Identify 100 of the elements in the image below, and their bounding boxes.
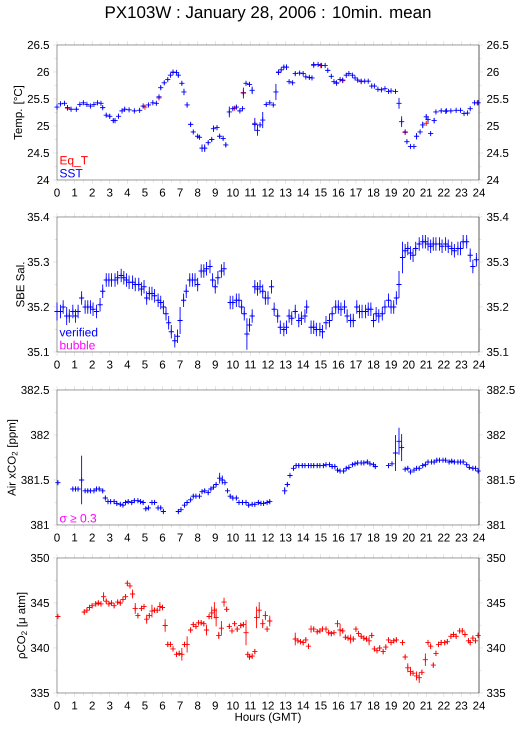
- x-tick-label: 6: [160, 534, 166, 542]
- x-tick-label: 10: [227, 188, 239, 197]
- x-tick-label: 2: [90, 534, 95, 542]
- x-tick-label: 4: [124, 702, 130, 710]
- x-tick-label: 11: [245, 360, 256, 368]
- x-tick-label: 7: [177, 188, 183, 196]
- y-axis-title: SBE Sal.: [16, 262, 24, 307]
- x-tick-label: 13: [280, 360, 292, 369]
- y2-tick-label: 24.5: [487, 148, 508, 158]
- y-axis-title: ρCO$_{2}$ [μ atm]: [16, 592, 28, 658]
- x-tick-label: 5: [142, 702, 148, 710]
- y-tick-label: 382: [30, 430, 49, 440]
- x-axis-title: Hours (GMT): [236, 712, 301, 724]
- x-tick-label: 18: [368, 702, 380, 710]
- x-tick-label: 0: [54, 360, 60, 369]
- x-tick-label: 1: [72, 702, 78, 710]
- x-tick-label: 14: [298, 534, 310, 542]
- x-tick-label: 22: [438, 188, 450, 197]
- y-tick-label: 24.5: [28, 148, 49, 158]
- x-tick-label: 24: [473, 534, 486, 542]
- x-tick-label: 16: [332, 360, 344, 369]
- y-tick-label: 381: [30, 520, 49, 530]
- x-tick-label: 15: [315, 360, 327, 368]
- x-tick-label: 15: [315, 534, 327, 542]
- y-tick-label: 35.3: [28, 258, 49, 266]
- y2-tick-label: 35.4: [486, 212, 508, 222]
- x-tick-label: 8: [194, 360, 200, 369]
- y2-tick-label: 25.5: [487, 94, 508, 104]
- x-tick-label: 9: [212, 702, 218, 710]
- x-tick-label: 17: [350, 360, 362, 368]
- x-tick-label: 19: [386, 534, 397, 542]
- y2-tick-label: 24: [487, 176, 499, 184]
- x-tick-label: 0: [54, 188, 60, 197]
- x-tick-label: 24: [473, 360, 486, 369]
- y-axis-title: Temp. [°C]: [14, 86, 24, 140]
- x-tick-label: 18: [368, 534, 380, 542]
- x-tick-label: 7: [177, 360, 183, 368]
- x-tick-label: 20: [402, 188, 415, 197]
- x-tick-label: 23: [456, 360, 468, 369]
- y2-tick-label: 26.5: [487, 40, 508, 50]
- series-label: verified: [60, 328, 98, 336]
- y2-tick-label: 26: [487, 68, 499, 76]
- x-tick-label: 20: [402, 360, 415, 369]
- x-tick-label: 9: [212, 188, 218, 197]
- x-tick-label: 10: [227, 360, 239, 369]
- x-tick-label: 3: [107, 360, 112, 369]
- text: Eq_T: [60, 156, 88, 167]
- x-tick-label: 11: [245, 702, 256, 710]
- x-tick-label: 11: [245, 534, 256, 542]
- x-tick-label: 21: [420, 534, 432, 542]
- x-tick-label: 23: [456, 702, 468, 710]
- x-tick-label: 10: [227, 534, 239, 542]
- y2-tick-label: 381.5: [486, 476, 515, 484]
- x-tick-label: 3: [107, 534, 112, 542]
- x-tick-label: 5: [142, 534, 148, 542]
- y-tick-label: 35.4: [28, 212, 50, 222]
- x-tick-label: 13: [280, 188, 292, 197]
- y2-tick-label: 345: [486, 598, 506, 608]
- x-tick-label: 6: [160, 360, 166, 369]
- y-tick-label: 25: [37, 122, 49, 130]
- y2-tick-label: 350: [486, 554, 506, 562]
- x-tick-label: 20: [402, 534, 415, 542]
- y-tick-label: 35.1: [28, 348, 49, 356]
- x-tick-label: 14: [298, 360, 310, 368]
- x-tick-label: 7: [177, 702, 183, 710]
- x-tick-label: 12: [262, 534, 274, 542]
- x-tick-label: 4: [124, 360, 130, 368]
- y-tick-label: 26: [37, 68, 49, 76]
- x-tick-label: 4: [124, 188, 130, 196]
- legend-label: σ ≥ 0.3: [60, 514, 96, 522]
- x-tick-label: 19: [386, 188, 397, 197]
- y-tick-label: 340: [30, 644, 50, 652]
- x-tick-label: 18: [368, 188, 380, 197]
- x-tick-label: 0: [54, 702, 60, 710]
- x-tick-label: 23: [456, 188, 468, 197]
- x-tick-label: 14: [298, 702, 310, 710]
- x-tick-label: 0: [54, 534, 60, 542]
- y2-tick-label: 381: [486, 520, 506, 530]
- x-tick-label: 5: [142, 360, 148, 368]
- x-tick-label: 8: [194, 188, 200, 197]
- x-tick-label: 17: [350, 534, 362, 542]
- x-tick-label: 11: [245, 188, 256, 196]
- y-tick-label: 25.5: [28, 94, 49, 104]
- x-tick-label: 21: [420, 702, 432, 710]
- y2-tick-label: 35.3: [486, 258, 508, 266]
- x-tick-label: 2: [90, 360, 95, 369]
- legend-label: bubble: [60, 340, 95, 350]
- x-tick-label: 1: [72, 360, 78, 368]
- y-tick-label: 35.2: [28, 302, 49, 312]
- text: SST: [60, 168, 82, 178]
- x-tick-label: 14: [298, 188, 310, 196]
- x-tick-label: 22: [438, 360, 450, 369]
- x-tick-label: 2: [90, 702, 95, 710]
- x-tick-label: 8: [194, 534, 200, 542]
- y-tick-label: 350: [30, 554, 50, 562]
- x-tick-label: 12: [262, 360, 274, 369]
- x-tick-label: 24: [473, 188, 486, 197]
- x-tick-label: 6: [160, 188, 166, 197]
- x-tick-label: 15: [315, 702, 327, 710]
- x-tick-label: 16: [332, 188, 344, 197]
